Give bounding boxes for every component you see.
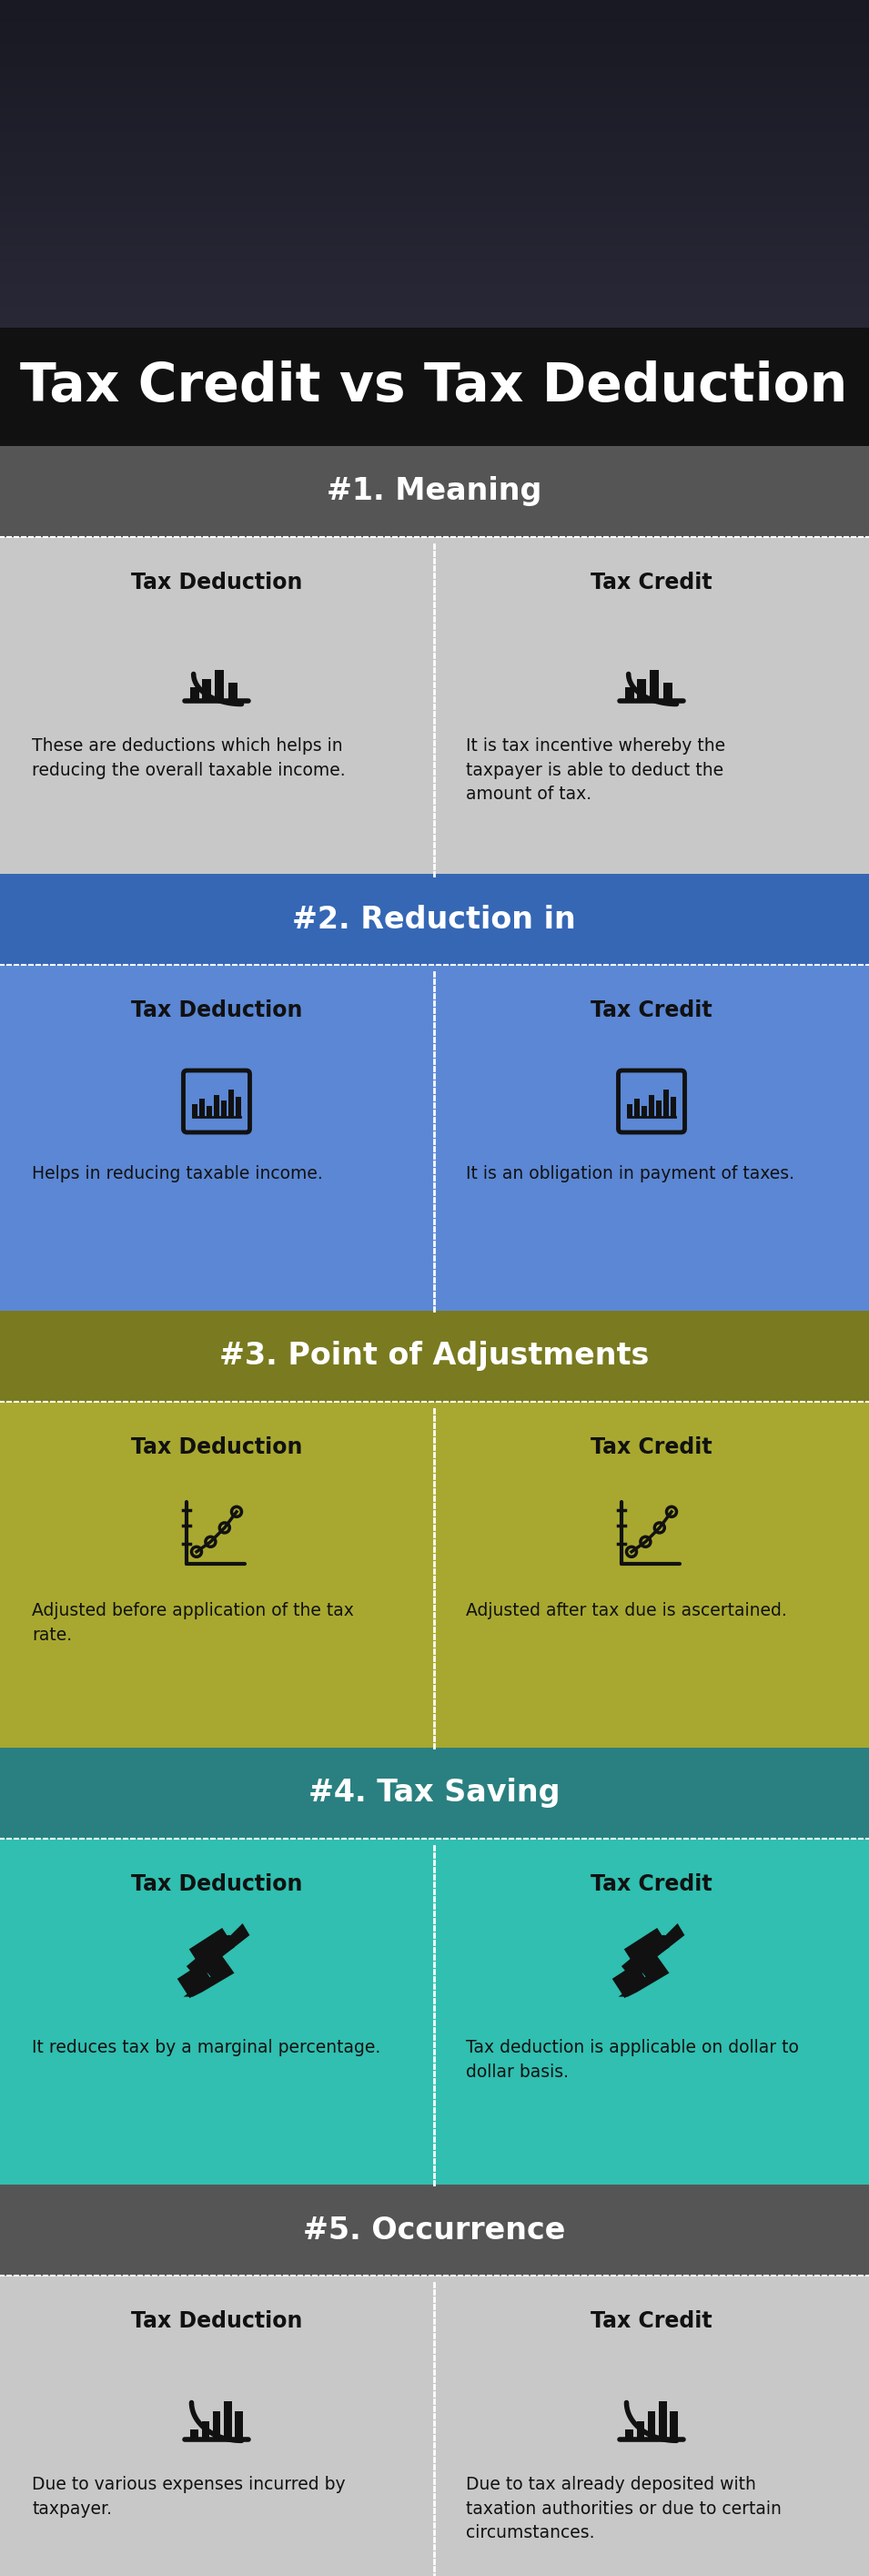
Bar <box>636 2421 645 2439</box>
Bar <box>202 680 211 701</box>
Bar <box>647 2411 655 2439</box>
Text: #2. Reduction in: #2. Reduction in <box>292 904 576 935</box>
Bar <box>650 670 659 701</box>
Bar <box>659 2401 667 2439</box>
Bar <box>207 1105 212 1118</box>
Bar <box>625 688 634 701</box>
Bar <box>199 1100 205 1118</box>
Bar <box>0 327 869 446</box>
Text: Tax Credit vs Tax Deduction: Tax Credit vs Tax Deduction <box>20 361 848 412</box>
Bar <box>663 1090 669 1118</box>
Bar <box>221 1100 227 1118</box>
Bar <box>649 1095 654 1118</box>
Bar <box>656 1100 661 1118</box>
Bar <box>213 2411 221 2439</box>
Bar <box>671 1097 676 1118</box>
Bar <box>235 2411 242 2439</box>
Bar <box>223 2401 231 2439</box>
Polygon shape <box>619 1924 685 1996</box>
Bar <box>637 680 646 701</box>
Text: Tax Credit: Tax Credit <box>591 999 713 1020</box>
Bar <box>626 2429 634 2439</box>
Bar <box>202 2421 209 2439</box>
Text: Tax Credit: Tax Credit <box>591 1873 713 1896</box>
Polygon shape <box>183 1924 249 1996</box>
Bar <box>0 1839 869 2184</box>
Bar <box>0 2275 869 2576</box>
Text: Tax Deduction: Tax Deduction <box>131 1873 302 1896</box>
Text: Tax Deduction: Tax Deduction <box>131 1437 302 1458</box>
Text: Tax deduction is applicable on dollar to
dollar basis.: Tax deduction is applicable on dollar to… <box>466 2040 799 2081</box>
Text: It is tax incentive whereby the
taxpayer is able to deduct the
amount of tax.: It is tax incentive whereby the taxpayer… <box>466 737 726 804</box>
Bar <box>0 1401 869 1747</box>
Text: #1. Meaning: #1. Meaning <box>327 477 541 507</box>
Bar <box>634 1100 640 1118</box>
Text: Tax Deduction: Tax Deduction <box>131 2311 302 2331</box>
Text: Tax Deduction: Tax Deduction <box>131 999 302 1020</box>
Bar <box>0 873 869 966</box>
Bar <box>0 536 869 873</box>
Text: Helps in reducing taxable income.: Helps in reducing taxable income. <box>32 1164 322 1182</box>
Bar <box>641 1105 647 1118</box>
Bar <box>190 2429 198 2439</box>
Bar <box>669 2411 678 2439</box>
Text: #3. Point of Adjustments: #3. Point of Adjustments <box>219 1342 649 1370</box>
Bar <box>0 966 869 1311</box>
Text: Tax Credit: Tax Credit <box>591 1437 713 1458</box>
Bar <box>214 1095 219 1118</box>
Bar <box>627 1105 633 1118</box>
Bar <box>235 1097 241 1118</box>
Text: Due to various expenses incurred by
taxpayer.: Due to various expenses incurred by taxp… <box>32 2476 346 2517</box>
Bar <box>190 688 199 701</box>
Bar <box>0 446 869 536</box>
Bar <box>192 1105 197 1118</box>
Bar <box>0 1747 869 1839</box>
Text: Adjusted after tax due is ascertained.: Adjusted after tax due is ascertained. <box>466 1602 786 1620</box>
Bar <box>228 683 237 701</box>
Text: Tax Credit: Tax Credit <box>591 572 713 592</box>
Bar <box>229 1090 234 1118</box>
Bar <box>663 683 672 701</box>
Bar <box>0 2184 869 2275</box>
Text: Due to tax already deposited with
taxation authorities or due to certain
circums: Due to tax already deposited with taxati… <box>466 2476 781 2543</box>
Bar <box>215 670 224 701</box>
Text: These are deductions which helps in
reducing the overall taxable income.: These are deductions which helps in redu… <box>32 737 346 778</box>
Text: #4. Tax Saving: #4. Tax Saving <box>308 1777 560 1808</box>
Text: It reduces tax by a marginal percentage.: It reduces tax by a marginal percentage. <box>32 2040 381 2056</box>
Bar <box>0 1311 869 1401</box>
Text: #5. Occurrence: #5. Occurrence <box>302 2215 565 2246</box>
Text: It is an obligation in payment of taxes.: It is an obligation in payment of taxes. <box>466 1164 794 1182</box>
Text: Tax Credit: Tax Credit <box>591 2311 713 2331</box>
Text: Tax Deduction: Tax Deduction <box>131 572 302 592</box>
Text: Adjusted before application of the tax
rate.: Adjusted before application of the tax r… <box>32 1602 354 1643</box>
